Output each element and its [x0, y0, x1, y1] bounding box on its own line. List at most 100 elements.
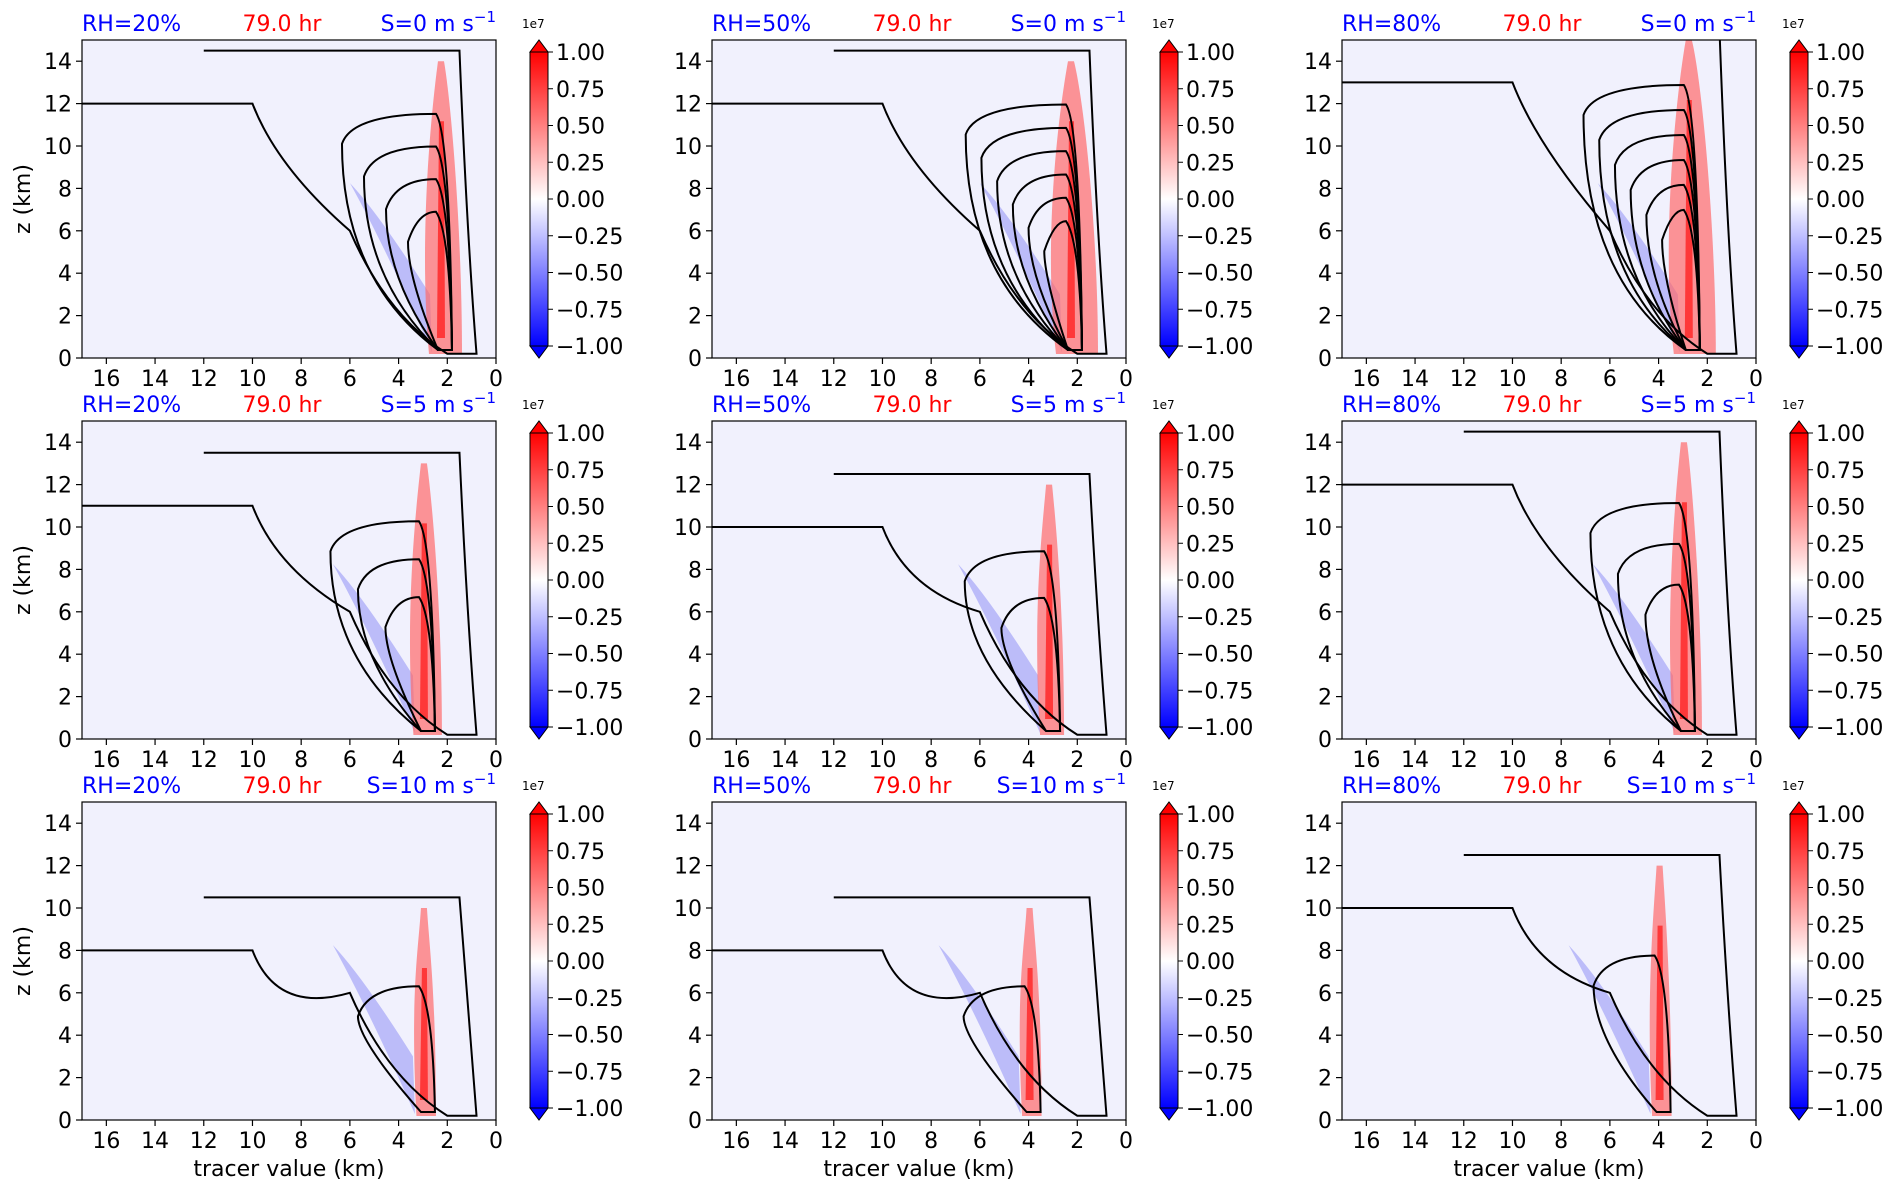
colorbar-tick-label: 0.50	[556, 496, 605, 521]
colorbar-tick-label: −0.75	[1816, 298, 1883, 323]
y-tick-label: 14	[674, 812, 702, 837]
y-tick-label: 0	[58, 1109, 72, 1134]
field-layer	[82, 896, 478, 1117]
colorbar-extend-min	[529, 1107, 549, 1121]
colorbar-tick-label: −0.75	[1186, 1060, 1253, 1085]
colorbar-tick-label: −0.25	[1186, 987, 1253, 1012]
contour-ring	[1645, 183, 1701, 351]
y-tick-label: 2	[1318, 305, 1332, 330]
colorbar-tick-label: −0.25	[1816, 987, 1883, 1012]
colorbar-tick-label: 0.00	[1186, 569, 1235, 594]
contour-outer	[82, 49, 478, 355]
colorbar-tick-label: −1.00	[556, 716, 623, 741]
colorbar-tick-label: −0.25	[1816, 606, 1883, 631]
shear-exponent: −1	[474, 770, 496, 788]
rh-label: RH=20%	[82, 774, 181, 799]
contour-ring	[1661, 208, 1701, 351]
panel-2-2: 16 14 12 10 8 6 4 2 0 0 2 4 6 8 10 12 14 tracer value (km…	[1304, 770, 1883, 1182]
contour-ring	[1613, 133, 1701, 351]
x-tick-label: 14	[141, 1129, 169, 1154]
colorbar-tick-label: 0.25	[556, 532, 605, 557]
x-tick-label: 0	[489, 1129, 503, 1154]
y-tick-label: 12	[674, 474, 702, 499]
rh-label: RH=50%	[712, 774, 811, 799]
y-tick-label: 12	[44, 93, 72, 118]
x-tick-label: 4	[1022, 748, 1036, 773]
y-tick-label: 2	[688, 305, 702, 330]
y-tick-label: 2	[58, 305, 72, 330]
x-tick-label: 8	[294, 748, 308, 773]
colorbar-tick-label: 0.75	[1816, 78, 1865, 103]
y-tick-label: 8	[688, 939, 702, 964]
colorbar-tick-label: −1.00	[1816, 716, 1883, 741]
shear-label: S=0 m s−1	[1011, 8, 1126, 37]
axes-frame	[1341, 39, 1757, 359]
shear-exponent: −1	[1734, 8, 1756, 26]
x-tick-label: 6	[1603, 1129, 1617, 1154]
colorbar: 1e7 1.00 0.75 0.50 0.25 0.00 −0.25 −0.50 −0.75 −1…	[1152, 17, 1253, 360]
colorbar-tick-label: 0.50	[1186, 115, 1235, 140]
x-tick-label: 0	[1119, 748, 1133, 773]
y-tick-label: 4	[688, 1024, 702, 1049]
x-tick-label: 8	[294, 367, 308, 392]
panel-0-2: 16 14 12 10 8 6 4 2 0 0 2 4 6 8 10 12 14 RH=80% 79.0 hr S=0…	[1304, 8, 1883, 392]
contour-ring	[963, 550, 1062, 732]
x-axis-label: tracer value (km)	[823, 1157, 1014, 1182]
colorbar-tick-label: −1.00	[1816, 1097, 1883, 1122]
y-tick-label: 8	[58, 558, 72, 583]
colorbar-tick-label: 0.25	[1816, 151, 1865, 176]
x-tick-label: 12	[1450, 367, 1478, 392]
colorbar-extend-min	[1159, 726, 1179, 740]
contour-ring	[1000, 596, 1062, 732]
field-layer	[712, 896, 1108, 1117]
shear-value: S=5 m s	[1641, 393, 1734, 418]
colorbar-tick-label: −0.50	[1186, 262, 1253, 287]
shear-label: S=0 m s−1	[1641, 8, 1756, 37]
axes-frame	[711, 39, 1127, 359]
x-tick-label: 0	[1749, 1129, 1763, 1154]
y-tick-label: 6	[58, 220, 72, 245]
colorbar-tick-label: 0.50	[1816, 877, 1865, 902]
contour-outer	[82, 451, 478, 736]
x-tick-label: 0	[1119, 1129, 1133, 1154]
x-tick-label: 2	[440, 748, 454, 773]
time-label: 79.0 hr	[1503, 393, 1583, 418]
contour-ring	[384, 178, 454, 351]
colorbar-tick-label: 0.00	[1186, 950, 1235, 975]
panel-2-0: 16 14 12 10 8 6 4 2 0 0 2 4 6 8 10 12 14 z (km) tracer val…	[11, 770, 623, 1182]
y-tick-label: 10	[1304, 135, 1332, 160]
y-tick-label: 4	[688, 262, 702, 287]
colorbar-extend-min	[1789, 1107, 1809, 1121]
colorbar-tick-label: −1.00	[556, 1097, 623, 1122]
panel-grid: 16 14 12 10 8 6 4 2 0 0 2 4 6 8 10 12 14 z (km) RH=20% 79.0…	[11, 8, 1883, 1182]
y-axis-label: z (km)	[11, 926, 36, 996]
colorbar-tick-label: −0.75	[1816, 1060, 1883, 1085]
shear-value: S=5 m s	[381, 393, 474, 418]
x-tick-label: 4	[392, 367, 406, 392]
shear-exponent: −1	[1104, 8, 1126, 26]
colorbar-tick-label: −0.25	[556, 987, 623, 1012]
colorbar-extend-max	[529, 420, 549, 434]
time-label: 79.0 hr	[873, 12, 953, 37]
y-tick-label: 0	[688, 1109, 702, 1134]
y-tick-label: 2	[1318, 1067, 1332, 1092]
x-tick-label: 10	[1498, 748, 1526, 773]
shear-label: S=10 m s−1	[1627, 770, 1756, 799]
colorbar-tick-label: 0.25	[556, 913, 605, 938]
panel-0-1: 16 14 12 10 8 6 4 2 0 0 2 4 6 8 10 12 14 RH=50% 79.0 hr S=0…	[674, 8, 1253, 392]
contour-outer	[1342, 854, 1738, 1117]
panel-1-1: 16 14 12 10 8 6 4 2 0 0 2 4 6 8 10 12 14 RH=50% 79.0 hr S=5…	[674, 389, 1253, 773]
axes-frame	[711, 420, 1127, 740]
colorbar-tick-label: 0.75	[1186, 78, 1235, 103]
x-tick-label: 16	[92, 1129, 120, 1154]
contour-ring	[1589, 502, 1696, 732]
rh-label: RH=20%	[82, 393, 181, 418]
colorbar: 1e7 1.00 0.75 0.50 0.25 0.00 −0.25 −0.50 −0.75 −1…	[1152, 779, 1253, 1122]
colorbar-tick-label: −0.25	[556, 606, 623, 631]
colorbar-tick-label: 0.25	[1186, 151, 1235, 176]
rh-label: RH=80%	[1342, 12, 1441, 37]
field-layer	[1342, 430, 1738, 736]
shear-value: S=0 m s	[1011, 12, 1104, 37]
colorbar-scale	[529, 813, 549, 1109]
colorbar-tick-label: 1.00	[1186, 422, 1235, 447]
